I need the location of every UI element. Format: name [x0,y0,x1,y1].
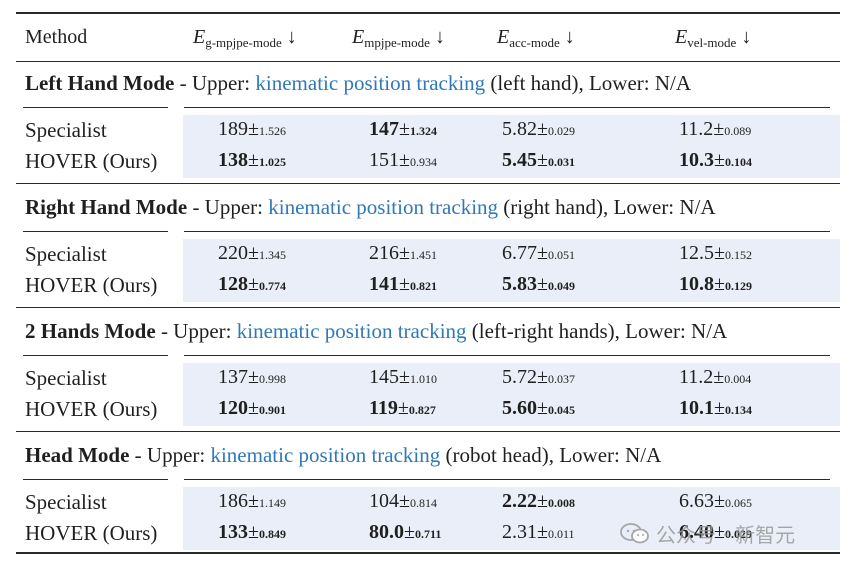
row-label-hover: HOVER (Ours) [25,397,158,421]
section-mode-name: Right Hand Mode [25,195,188,219]
bottom-rule [16,552,840,554]
cell-value: 128±0.774 [218,273,286,295]
header-col2: Empjpe-mode ↓ [352,26,445,51]
result-shade [183,115,840,178]
cell-value: 120±0.901 [218,397,286,419]
section-title-head: Head Mode - Upper: kinematic position tr… [25,443,661,468]
cell-value: 186±1.149 [218,490,286,512]
cell-value: 220±1.345 [218,242,286,264]
header-col1-symbol: E [193,26,206,48]
result-shade [183,363,840,426]
cell-value: 2.22±0.008 [502,490,575,512]
down-arrow-icon: ↓ [286,26,297,48]
cell-value: 80.0±0.711 [369,521,442,543]
cell-value: 10.3±0.104 [679,149,752,171]
header-col1: Eg-mpjpe-mode ↓ [193,26,297,51]
cell-value: 119±0.827 [369,397,436,419]
section-highlight: kinematic position tracking [268,195,499,219]
section-highlight: kinematic position tracking [236,319,467,343]
cell-value: 216±1.451 [369,242,437,264]
header-col3-sub: acc-mode [509,35,560,50]
watermark-text: 公众号 · 新智元 [656,523,796,547]
header-rule [16,61,840,62]
section-underline-cols [184,231,830,232]
cell-value: 5.60±0.045 [502,397,575,419]
section-pre: - Upper: [155,319,237,343]
section-underline-cols [184,355,830,356]
cell-value: 137±0.998 [218,366,286,388]
cell-value: 145±1.010 [369,366,437,388]
cell-value: 10.8±0.129 [679,273,752,295]
cell-value: 5.83±0.049 [502,273,575,295]
section-mode-name: 2 Hands Mode [25,319,156,343]
section-pre: - Upper: [187,195,269,219]
section-pre: - Upper: [174,71,256,95]
section-highlight: kinematic position tracking [255,71,486,95]
section-highlight: kinematic position tracking [210,443,441,467]
section-underline-cols [184,479,830,480]
section-rule [16,431,840,432]
cell-value: 5.45±0.031 [502,149,575,171]
header-method: Method [25,26,88,48]
cell-value: 147±1.324 [369,118,437,140]
top-rule [16,12,840,14]
cell-value: 11.2±0.004 [679,366,752,388]
cell-value: 138±1.025 [218,149,286,171]
cell-value: 133±0.849 [218,521,286,543]
row-label-specialist: Specialist [25,490,107,514]
cell-value: 6.40±0.029 [679,521,752,543]
cell-value: 141±0.821 [369,273,437,295]
cell-value: 10.1±0.134 [679,397,752,419]
section-title-right-hand: Right Hand Mode - Upper: kinematic posit… [25,195,716,220]
section-underline-label [23,355,168,356]
row-label-hover: HOVER (Ours) [25,521,158,545]
header-col2-sub: mpjpe-mode [364,35,430,50]
section-underline-cols [184,107,830,108]
header-col1-sub: g-mpjpe-mode [205,35,282,50]
section-rule [16,183,840,184]
section-post: (left hand), Lower: N/A [485,71,692,95]
wechat-icon [620,523,649,544]
down-arrow-icon: ↓ [434,26,445,48]
section-post: (right hand), Lower: N/A [498,195,716,219]
header-col3-symbol: E [497,26,510,48]
row-label-specialist: Specialist [25,366,107,390]
cell-value: 6.63±0.065 [679,490,752,512]
section-title-two-hands: 2 Hands Mode - Upper: kinematic position… [25,319,727,344]
section-rule [16,307,840,308]
result-shade [183,487,840,550]
down-arrow-icon: ↓ [741,26,752,48]
cell-value: 5.72±0.037 [502,366,575,388]
section-underline-label [23,107,168,108]
cell-value: 151±0.934 [369,149,437,171]
header-col4-sub: vel-mode [687,35,737,50]
section-post: (left-right hands), Lower: N/A [466,319,728,343]
watermark: 公众号 · 新智元 [620,519,795,548]
section-title-left-hand: Left Hand Mode - Upper: kinematic positi… [25,71,691,96]
header-col4: Evel-mode ↓ [675,26,751,51]
row-label-hover: HOVER (Ours) [25,273,158,297]
section-mode-name: Left Hand Mode [25,71,175,95]
section-underline-label [23,479,168,480]
section-post: (robot head), Lower: N/A [440,443,662,467]
header-col2-symbol: E [352,26,365,48]
header-col3: Eacc-mode ↓ [497,26,575,51]
cell-value: 12.5±0.152 [679,242,752,264]
section-pre: - Upper: [129,443,211,467]
cell-value: 189±1.526 [218,118,286,140]
row-label-specialist: Specialist [25,242,107,266]
row-label-hover: HOVER (Ours) [25,149,158,173]
down-arrow-icon: ↓ [564,26,575,48]
cell-value: 2.31±0.011 [502,521,575,543]
result-shade [183,239,840,302]
section-mode-name: Head Mode [25,443,130,467]
row-label-specialist: Specialist [25,118,107,142]
cell-value: 5.82±0.029 [502,118,575,140]
cell-value: 104±0.814 [369,490,437,512]
cell-value: 6.77±0.051 [502,242,575,264]
section-underline-label [23,231,168,232]
cell-value: 11.2±0.089 [679,118,752,140]
header-col4-symbol: E [675,26,688,48]
